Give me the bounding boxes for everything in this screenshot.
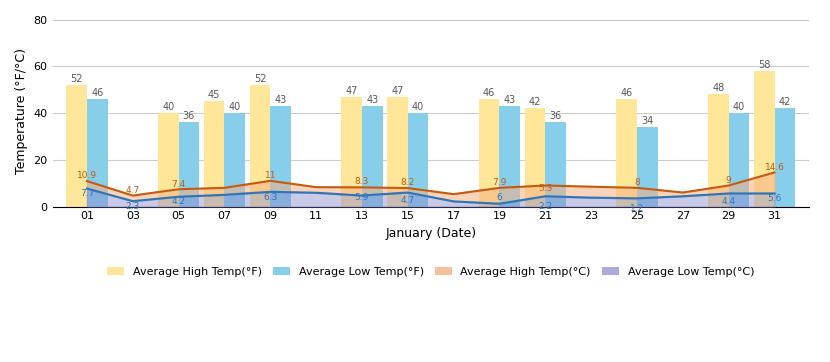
Bar — [87, 99, 108, 207]
Text: 47: 47 — [345, 85, 358, 96]
Bar — [637, 127, 657, 207]
Text: 48: 48 — [712, 83, 725, 93]
Text: 6.3: 6.3 — [263, 193, 277, 202]
Text: 42: 42 — [779, 97, 791, 107]
X-axis label: January (Date): January (Date) — [385, 227, 476, 240]
Text: 34: 34 — [642, 116, 653, 126]
Text: 7.9: 7.9 — [492, 178, 506, 188]
Text: 36: 36 — [183, 111, 195, 121]
Text: 7.4: 7.4 — [172, 180, 186, 189]
Text: 36: 36 — [549, 111, 562, 121]
Bar — [362, 106, 383, 207]
Bar — [178, 122, 199, 207]
Text: 5.6: 5.6 — [768, 194, 782, 203]
Text: 45: 45 — [208, 90, 220, 100]
Bar — [754, 71, 774, 207]
Text: 4.7: 4.7 — [125, 186, 140, 195]
Bar — [224, 113, 245, 207]
Text: 43: 43 — [366, 95, 378, 105]
Text: 9: 9 — [725, 176, 731, 185]
Text: 52: 52 — [71, 74, 83, 84]
Bar — [774, 109, 795, 207]
Text: 4.2: 4.2 — [172, 197, 186, 206]
Text: 4.7: 4.7 — [401, 196, 415, 205]
Bar — [387, 97, 408, 207]
Text: 43: 43 — [275, 95, 286, 105]
Bar — [500, 106, 520, 207]
Text: 40: 40 — [412, 102, 424, 112]
Text: 5.3: 5.3 — [538, 185, 553, 193]
Text: 58: 58 — [758, 60, 770, 70]
Bar — [729, 113, 749, 207]
Bar — [617, 99, 637, 207]
Text: 14.6: 14.6 — [764, 163, 784, 172]
Text: 8: 8 — [634, 178, 640, 187]
Text: 46: 46 — [91, 88, 104, 98]
Bar — [158, 113, 178, 207]
Legend: Average High Temp(°F), Average Low Temp(°F), Average High Temp(°C), Average Low : Average High Temp(°F), Average Low Temp(… — [103, 262, 759, 281]
Text: 2.3: 2.3 — [125, 202, 140, 211]
Text: 8.2: 8.2 — [401, 178, 415, 187]
Bar — [708, 94, 729, 207]
Bar — [250, 85, 271, 207]
Bar — [545, 122, 566, 207]
Bar — [271, 106, 290, 207]
Bar — [66, 85, 87, 207]
Text: 40: 40 — [228, 102, 241, 112]
Text: 10.9: 10.9 — [77, 171, 97, 180]
Text: 46: 46 — [483, 88, 496, 98]
Text: 5.9: 5.9 — [354, 193, 369, 202]
Text: 1.2: 1.2 — [630, 205, 644, 214]
Text: 47: 47 — [391, 85, 403, 96]
Text: 43: 43 — [504, 95, 516, 105]
Text: 4.4: 4.4 — [721, 197, 735, 206]
Text: 46: 46 — [621, 88, 632, 98]
Text: 2.2: 2.2 — [539, 202, 553, 211]
Bar — [408, 113, 428, 207]
Bar — [525, 109, 545, 207]
Text: 8.3: 8.3 — [354, 177, 369, 186]
Bar — [479, 99, 500, 207]
Text: 40: 40 — [162, 102, 174, 112]
Bar — [341, 97, 362, 207]
Bar — [204, 101, 224, 207]
Text: 42: 42 — [529, 97, 541, 107]
Text: 6: 6 — [496, 193, 502, 202]
Y-axis label: Temperature (°F/°C): Temperature (°F/°C) — [15, 48, 28, 174]
Text: 7.7: 7.7 — [80, 189, 94, 198]
Text: 52: 52 — [254, 74, 266, 84]
Text: 40: 40 — [733, 102, 745, 112]
Text: 11: 11 — [265, 171, 276, 180]
